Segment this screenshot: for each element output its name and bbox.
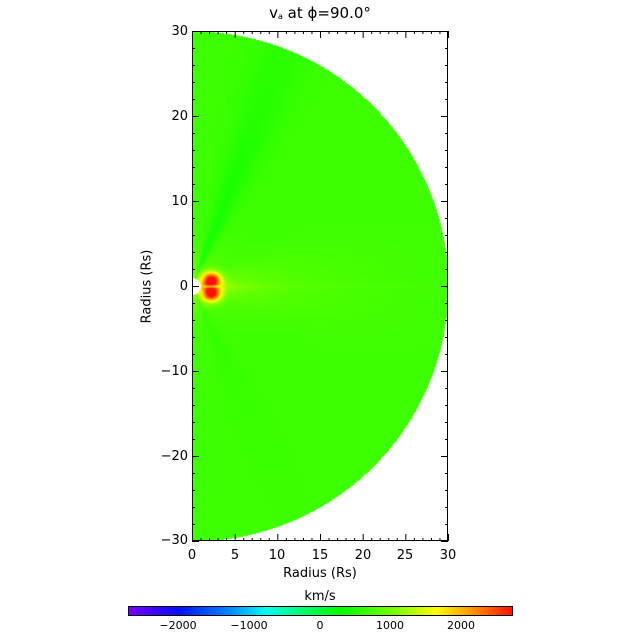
y-tick-label: −20 xyxy=(160,449,188,464)
colorbar-tick-label: 0 xyxy=(316,619,324,632)
title-variable: v xyxy=(269,4,278,22)
x-tick-label: 25 xyxy=(396,548,414,563)
x-tick-label: 30 xyxy=(439,548,457,563)
y-tick-label: 10 xyxy=(171,194,188,209)
x-axis-label: Radius (Rs) xyxy=(283,566,357,581)
y-tick-label: 30 xyxy=(171,24,188,39)
title-subscript: a xyxy=(278,12,283,21)
x-tick-label: 0 xyxy=(187,548,197,563)
x-tick-label: 15 xyxy=(311,548,329,563)
y-tick-label: −10 xyxy=(160,364,188,379)
colorbar xyxy=(128,606,513,616)
y-tick-label: 20 xyxy=(171,109,188,124)
colorbar-tick-label: −2000 xyxy=(159,619,197,632)
colorbar-tick-label: 1000 xyxy=(376,619,404,632)
y-tick-label: −30 xyxy=(160,533,188,548)
x-tick-label: 20 xyxy=(354,548,372,563)
plot-title: va at ϕ=90.0° xyxy=(0,3,640,26)
title-rest: at ϕ=90.0° xyxy=(282,4,371,22)
colorbar-title: km/s xyxy=(304,589,336,604)
colorbar-tick-label: −1000 xyxy=(230,619,268,632)
x-tick-label: 10 xyxy=(268,548,286,563)
x-tick-label: 5 xyxy=(230,548,240,563)
y-tick-label: 0 xyxy=(179,279,188,294)
colorbar-tick-label: 2000 xyxy=(447,619,475,632)
velocity-field-heatmap xyxy=(192,31,448,541)
y-axis-label: Radius (Rs) xyxy=(139,249,155,324)
